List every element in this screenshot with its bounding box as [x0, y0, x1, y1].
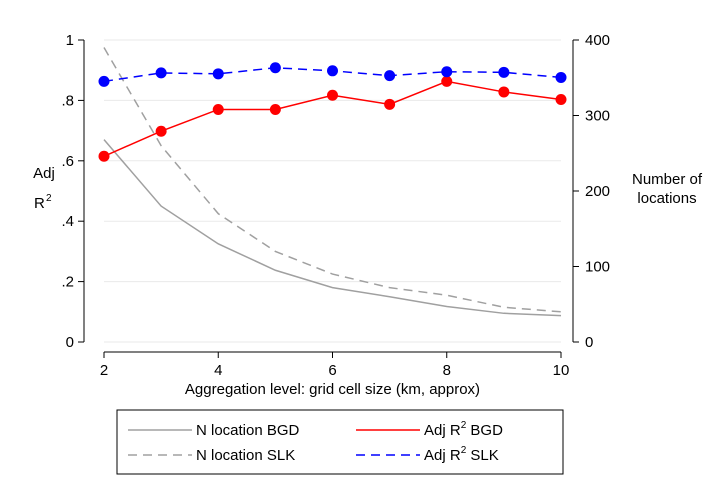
x-axis-title: Aggregation level: grid cell size (km, a… — [185, 381, 480, 398]
left-tick-label-0: 0 — [66, 334, 74, 351]
left-tick-label-3: .6 — [61, 153, 74, 170]
series-2-point-7 — [498, 86, 510, 98]
left-tick-label-5: 1 — [66, 32, 74, 49]
series-2-point-4 — [327, 89, 338, 101]
series-3-point-3 — [269, 62, 281, 74]
series-3-point-4 — [327, 65, 338, 77]
series-2-point-1 — [155, 125, 167, 137]
series-3-point-8 — [555, 71, 567, 83]
series-3-point-5 — [384, 70, 396, 82]
series-2-point-3 — [269, 103, 281, 115]
series-3-point-0 — [98, 75, 110, 87]
series-2-point-0 — [98, 150, 110, 162]
right-tick-label-2: 200 — [585, 183, 610, 200]
legend-label-3: Adj R2 SLK — [424, 445, 499, 464]
right-tick-label-1: 100 — [585, 259, 610, 276]
left-tick-label-4: .8 — [61, 92, 74, 109]
bottom-tick-label-0: 2 — [100, 362, 108, 379]
left-tick-label-1: .2 — [61, 274, 74, 291]
legend-label-2: N location SLK — [196, 447, 295, 464]
left-axis-title-line1: Adj — [33, 165, 55, 182]
legend: N location BGD Adj R2 BGD N location SLK Ad… — [116, 409, 564, 475]
series-3-point-7 — [498, 66, 510, 78]
right-tick-label-3: 300 — [585, 108, 610, 125]
left-axis-title-line2: R — [34, 195, 45, 212]
legend-box — [116, 409, 564, 475]
bottom-tick-label-1: 4 — [214, 362, 222, 379]
grid-lines — [104, 39, 561, 343]
left-axis-title-superscript: 2 — [46, 193, 52, 204]
series-3-point-2 — [212, 68, 224, 80]
right-tick-label-0: 0 — [585, 334, 593, 351]
right-axis-title-line2: locations — [637, 190, 696, 207]
right-axis-title-line1: Number of — [632, 171, 703, 188]
series-line-0 — [103, 139, 562, 317]
series-2-point-2 — [212, 103, 224, 115]
series-2-point-5 — [384, 98, 396, 110]
bottom-tick-label-3: 8 — [443, 362, 451, 379]
series-3-point-6 — [441, 66, 453, 78]
bottom-tick-label-2: 6 — [328, 362, 336, 379]
legend-label-1: Adj R2 BGD — [424, 420, 503, 439]
legend-label-0: N location BGD — [196, 422, 300, 439]
right-tick-label-4: 400 — [585, 32, 610, 49]
left-tick-label-2: .4 — [61, 213, 74, 230]
bottom-tick-label-4: 10 — [553, 362, 570, 379]
axis-labels: Aggregation level: grid cell size (km, a… — [33, 165, 703, 398]
series-layer — [98, 47, 567, 317]
series-2-point-8 — [555, 93, 567, 105]
series-line-1 — [103, 47, 562, 313]
series-3-point-1 — [155, 67, 167, 79]
series-2-point-6 — [441, 75, 453, 87]
